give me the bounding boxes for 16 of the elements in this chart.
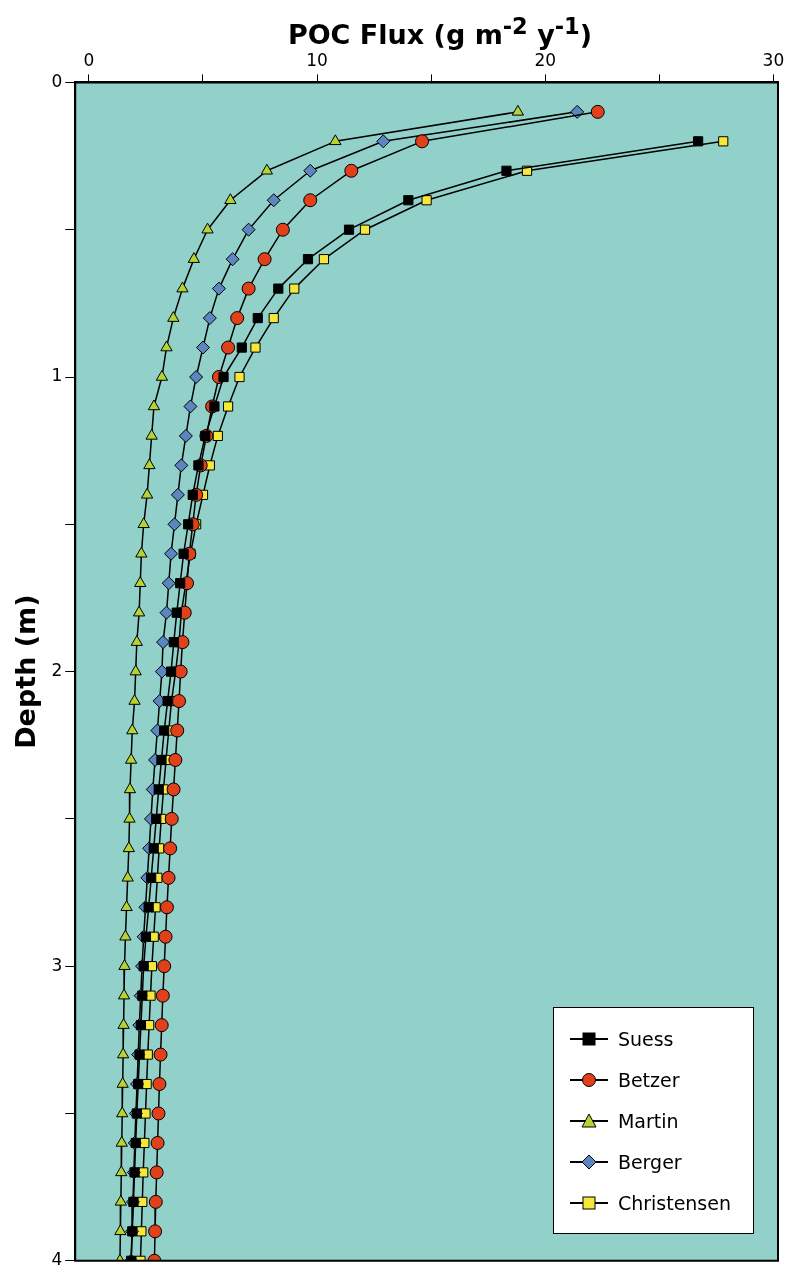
y-tick-label: 0 [51,70,63,91]
y-tick-label: 3 [51,954,63,975]
x-tick-label: 20 [534,49,557,70]
legend-label: Berger [617,1150,682,1173]
y-axis-title: Depth (m) [10,594,42,749]
y-tick-label: 4 [51,1249,63,1270]
legend-label: Christensen [617,1191,731,1214]
y-tick-label: 2 [51,660,63,681]
x-tick-label: 0 [83,49,95,70]
x-axis-title: POC Flux (g m$^{-2}$ y$^{-1}$) [286,12,594,50]
x-tick-label: 30 [762,49,785,70]
x-tick-label: 10 [306,49,328,70]
legend-label: Suess [617,1027,674,1050]
y-tick-label: 1 [51,365,63,386]
legend-label: Betzer [617,1068,680,1091]
legend-label: Martin [617,1109,679,1132]
